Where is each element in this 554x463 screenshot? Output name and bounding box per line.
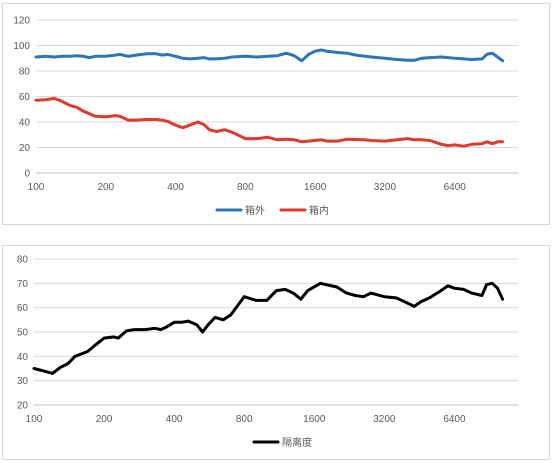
- x-tick-label: 200: [97, 182, 114, 193]
- legend-label: 隔离度: [282, 436, 312, 449]
- y-tick-label: 80: [17, 255, 29, 266]
- x-tick-label: 400: [167, 182, 184, 193]
- y-tick-label: 20: [19, 143, 31, 154]
- y-tick-label: 100: [13, 41, 30, 52]
- y-tick-label: 60: [17, 303, 29, 314]
- y-tick-label: 30: [17, 376, 29, 387]
- y-tick-label: 0: [24, 169, 30, 180]
- x-tick-label: 6400: [443, 414, 466, 425]
- x-tick-label: 100: [26, 414, 43, 425]
- x-tick-label: 6400: [444, 182, 467, 193]
- series-line: [34, 96, 505, 148]
- x-tick-label: 200: [96, 414, 113, 425]
- y-tick-label: 20: [17, 401, 29, 412]
- x-tick-label: 3200: [373, 414, 396, 425]
- y-tick-label: 60: [19, 92, 31, 103]
- x-tick-label: 1600: [303, 414, 326, 425]
- line-chart-outside-inside: 0 20 40 60 80 100 120 100 200 400 800 1600 3200 6400 箱…: [13, 16, 518, 217]
- x-tick-label: 800: [237, 182, 254, 193]
- legend-label: 箱外: [245, 204, 265, 217]
- legend-label: 箱内: [309, 204, 329, 217]
- x-tick-label: 1600: [304, 182, 327, 193]
- y-tick-label: 40: [17, 352, 29, 363]
- x-tick-label: 400: [166, 414, 183, 425]
- line-chart-isolation: 20 30 40 50 60 70 80 100 200 400 800 1600 3200 6400 隔离…: [17, 255, 518, 449]
- x-tick-label: 3200: [374, 182, 397, 193]
- chart-panel-bottom: 20 30 40 50 60 70 80 100 200 400 800 1600 3200 6400 隔离…: [2, 245, 550, 460]
- x-tick-label: 800: [236, 414, 253, 425]
- y-tick-label: 50: [17, 328, 29, 339]
- x-tick-label: 100: [28, 182, 45, 193]
- series-line: [32, 281, 505, 375]
- series-line: [34, 48, 505, 63]
- chart-panel-top: 0 20 40 60 80 100 120 100 200 400 800 1600 3200 6400 箱…: [2, 3, 550, 225]
- y-tick-label: 120: [13, 16, 30, 27]
- y-tick-label: 80: [19, 67, 31, 78]
- y-tick-label: 70: [17, 279, 29, 290]
- y-tick-label: 40: [19, 118, 31, 129]
